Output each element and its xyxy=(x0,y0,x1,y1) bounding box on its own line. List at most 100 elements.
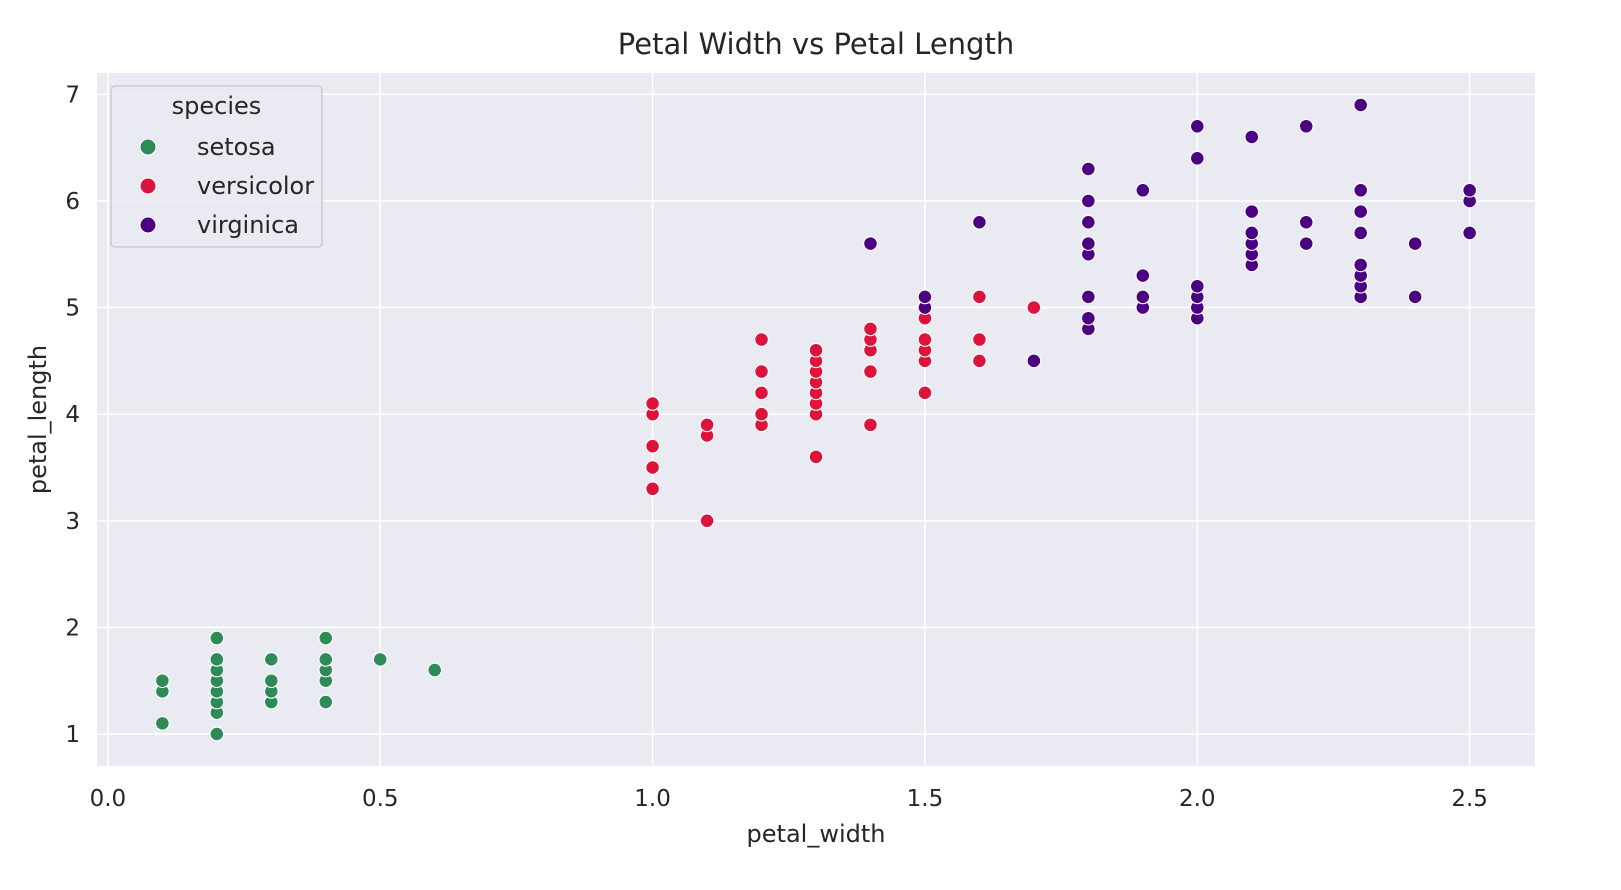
data-point xyxy=(1189,118,1205,134)
y-tick-label: 2 xyxy=(65,615,80,641)
data-point xyxy=(1353,97,1369,113)
data-point xyxy=(1189,150,1205,166)
chart-title: Petal Width vs Petal Length xyxy=(618,27,1014,61)
series-versicolor xyxy=(645,289,1042,529)
data-point xyxy=(972,353,987,369)
data-point xyxy=(263,673,279,689)
x-axis-ticks: 0.0 0.5 1.0 1.5 2.0 2.5 xyxy=(90,786,1488,812)
data-point xyxy=(1407,289,1423,305)
data-point xyxy=(972,214,987,230)
data-point xyxy=(645,460,660,475)
data-point xyxy=(209,630,225,646)
x-tick-label: 0.5 xyxy=(362,786,399,812)
data-point xyxy=(917,332,933,347)
data-point xyxy=(863,364,878,379)
x-tick-label: 1.5 xyxy=(907,786,944,812)
y-tick-label: 6 xyxy=(65,189,80,215)
data-point xyxy=(808,449,824,465)
data-point xyxy=(1244,129,1260,145)
x-axis-label: petal_width xyxy=(747,820,886,848)
data-point xyxy=(1462,182,1477,198)
data-point xyxy=(972,332,987,347)
x-tick-label: 0.0 xyxy=(90,786,127,812)
data-point xyxy=(1353,182,1369,198)
data-point xyxy=(1462,225,1477,241)
data-points xyxy=(155,97,1477,742)
data-point xyxy=(1026,353,1042,369)
data-point xyxy=(1135,268,1151,283)
data-point xyxy=(1353,257,1369,273)
data-point xyxy=(863,321,878,337)
legend-label: virginica xyxy=(197,211,299,239)
y-axis-label: petal_length xyxy=(24,345,52,494)
data-point xyxy=(645,396,660,411)
legend: species setosa versicolor virginica xyxy=(110,85,323,248)
data-point xyxy=(1026,300,1042,315)
legend-label: setosa xyxy=(197,133,276,161)
data-point xyxy=(155,716,170,731)
y-tick-label: 3 xyxy=(65,509,80,535)
series-setosa xyxy=(155,630,443,742)
legend-label: versicolor xyxy=(197,172,314,200)
data-point xyxy=(754,385,769,401)
data-point xyxy=(863,236,878,251)
legend-marker xyxy=(139,216,157,234)
series-virginica xyxy=(863,97,1477,369)
data-point xyxy=(645,438,660,454)
data-point xyxy=(427,662,443,678)
legend-box xyxy=(110,85,323,248)
data-point xyxy=(1135,182,1151,198)
data-point xyxy=(318,652,334,667)
data-point xyxy=(917,385,933,401)
legend-items: setosa versicolor virginica xyxy=(139,133,314,239)
y-axis-ticks: 1 2 3 4 5 6 7 xyxy=(65,82,80,748)
data-point xyxy=(209,726,225,742)
y-tick-label: 4 xyxy=(65,402,80,428)
data-point xyxy=(1080,289,1096,305)
data-point xyxy=(1298,118,1314,134)
legend-marker xyxy=(139,138,157,156)
data-point xyxy=(972,289,987,305)
data-point xyxy=(1080,310,1096,326)
data-point xyxy=(645,481,660,497)
data-point xyxy=(699,417,715,433)
data-point xyxy=(863,417,878,433)
data-point xyxy=(1407,236,1423,251)
data-point xyxy=(372,652,388,667)
data-point xyxy=(699,513,715,529)
x-tick-label: 2.5 xyxy=(1451,786,1488,812)
data-point xyxy=(1244,204,1260,219)
data-point xyxy=(1080,214,1096,230)
legend-item: versicolor xyxy=(139,172,314,200)
y-tick-label: 5 xyxy=(65,296,80,322)
data-point xyxy=(209,652,225,667)
data-point xyxy=(155,673,170,689)
x-tick-label: 1.0 xyxy=(634,786,671,812)
legend-item: virginica xyxy=(139,211,299,239)
y-tick-label: 7 xyxy=(65,82,80,108)
data-point xyxy=(754,364,769,379)
data-point xyxy=(754,332,769,347)
y-tick-label: 1 xyxy=(65,722,80,748)
data-point xyxy=(1080,161,1096,177)
legend-item: setosa xyxy=(139,133,276,161)
data-point xyxy=(1353,225,1369,241)
data-point xyxy=(808,342,824,358)
data-point xyxy=(1080,236,1096,251)
data-point xyxy=(1298,214,1314,230)
data-point xyxy=(1244,225,1260,241)
data-point xyxy=(1080,193,1096,209)
data-point xyxy=(917,289,933,305)
data-point xyxy=(263,652,279,667)
data-point xyxy=(1298,236,1314,251)
legend-title: species xyxy=(172,92,262,120)
legend-marker xyxy=(139,177,157,195)
data-point xyxy=(318,694,334,710)
data-point xyxy=(318,630,334,646)
data-point xyxy=(1353,204,1369,219)
data-point xyxy=(754,406,769,422)
data-point xyxy=(1135,289,1151,305)
x-tick-label: 2.0 xyxy=(1179,786,1216,812)
data-point xyxy=(1189,278,1205,294)
